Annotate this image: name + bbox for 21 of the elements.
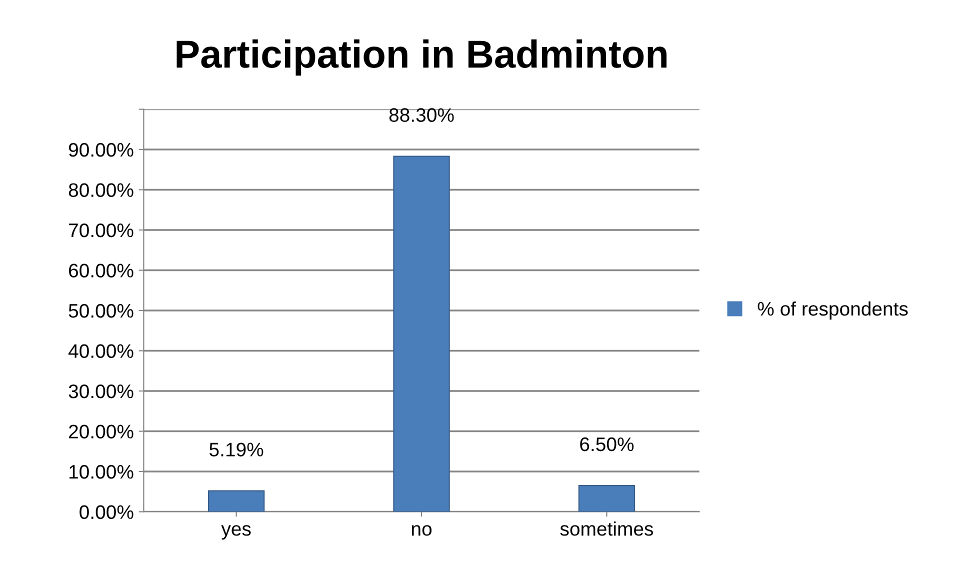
y-tick-label: 0.00% <box>80 505 134 519</box>
legend-label: % of respondents <box>758 301 908 320</box>
y-tick-label: 50.00% <box>68 304 134 318</box>
bar <box>208 490 265 512</box>
y-tick-label: 40.00% <box>68 344 134 358</box>
bar <box>393 156 450 512</box>
bar <box>578 485 636 512</box>
data-label: 88.30% <box>389 108 454 122</box>
y-tick-label: 70.00% <box>69 223 134 238</box>
y-tick-label: 10.00% <box>70 464 134 479</box>
y-tick-label: 20.00% <box>69 424 134 438</box>
x-tick-label: no <box>412 525 432 536</box>
data-label: 5.19% <box>210 442 264 456</box>
x-tick-label: sometimes <box>560 521 654 536</box>
y-tick-label: 60.00% <box>69 264 134 278</box>
y-tick-label: 30.00% <box>68 384 134 398</box>
x-tick-label: yes <box>221 525 251 540</box>
y-tick-label: 90.00% <box>68 142 134 157</box>
chart-title: Participation in Badminton <box>176 39 667 76</box>
data-label: 6.50% <box>580 437 634 452</box>
y-tick-label: 80.00% <box>68 183 134 197</box>
